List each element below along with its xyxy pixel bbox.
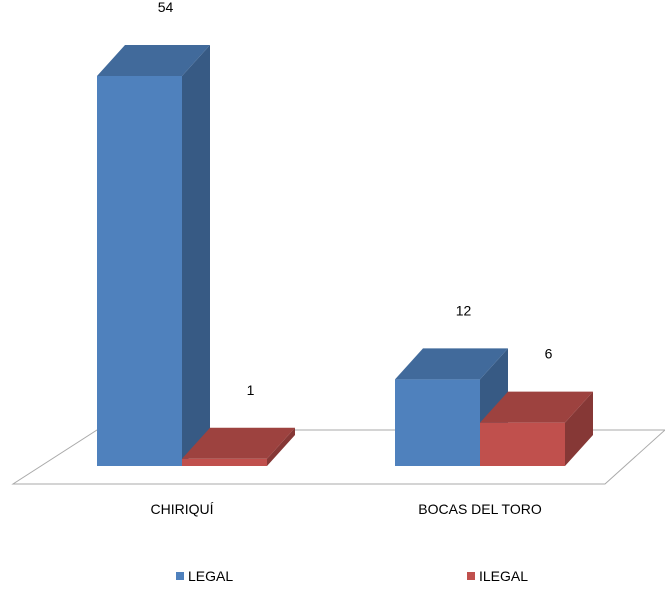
category-label-0: CHIRIQUÍ bbox=[151, 501, 214, 517]
legend-label-legal: LEGAL bbox=[188, 568, 234, 584]
category-label-1: BOCAS DEL TORO bbox=[418, 501, 542, 517]
labels-group: 54 12 1 6 CHIRIQUÍ BOCAS DEL TORO bbox=[151, 0, 553, 517]
legend-swatch-ilegal bbox=[467, 572, 475, 580]
bar-top-ilegal-0 bbox=[182, 427, 295, 459]
bar-ilegal-1 bbox=[480, 391, 593, 466]
bar-ilegal-0 bbox=[182, 427, 295, 466]
legend-swatch-legal bbox=[176, 572, 184, 580]
data-label-legal-1: 12 bbox=[456, 302, 472, 318]
bar-front-legal-1 bbox=[395, 379, 480, 466]
bar-top-ilegal-1 bbox=[480, 391, 593, 423]
legend-item-ilegal: ILEGAL bbox=[467, 568, 528, 584]
data-label-ilegal-0: 1 bbox=[247, 382, 255, 398]
bar-front-legal-0 bbox=[97, 76, 182, 466]
data-label-ilegal-1: 6 bbox=[545, 346, 553, 362]
bar-front-ilegal-1 bbox=[480, 422, 565, 466]
bar-side-ilegal-1 bbox=[565, 391, 593, 466]
bar-top-legal-1 bbox=[395, 348, 508, 380]
bar-side-legal-0 bbox=[182, 45, 210, 466]
bar-side-ilegal-0 bbox=[267, 427, 295, 466]
legend-label-ilegal: ILEGAL bbox=[479, 568, 529, 584]
bars-group bbox=[97, 45, 593, 466]
bar-top-legal-0 bbox=[97, 45, 210, 76]
data-label-legal-0: 54 bbox=[158, 0, 174, 15]
bar-front-ilegal-0 bbox=[182, 458, 267, 466]
bar-legal-0 bbox=[97, 45, 210, 466]
legend-item-legal: LEGAL bbox=[176, 568, 233, 584]
